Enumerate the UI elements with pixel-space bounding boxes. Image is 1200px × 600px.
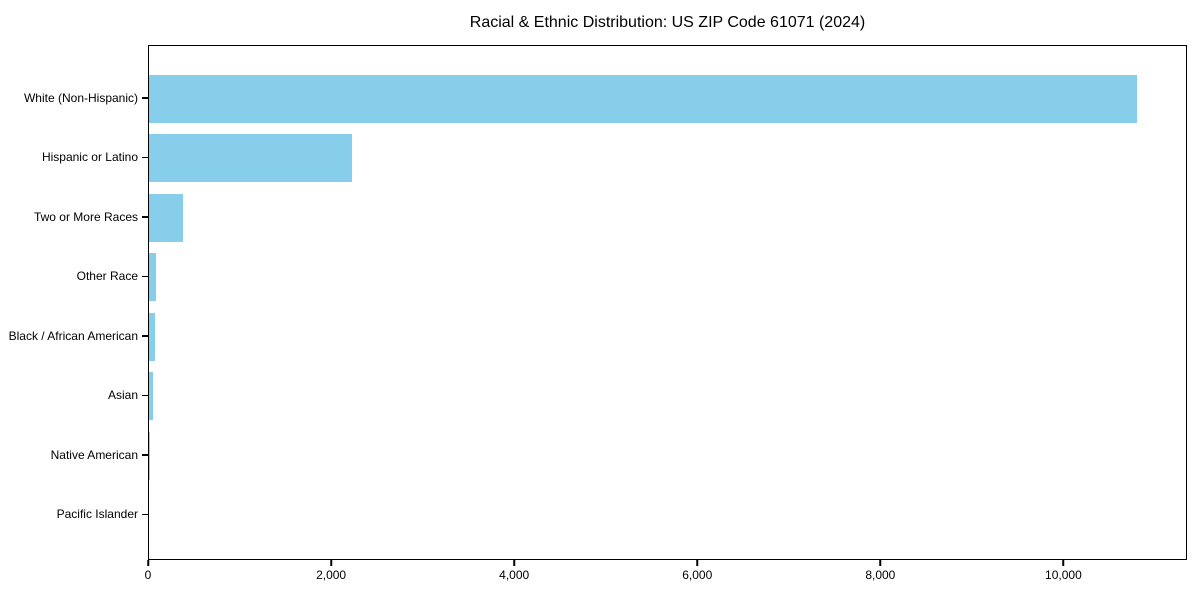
- x-tick-label: 2,000: [316, 568, 347, 582]
- y-tick-mark: [142, 394, 148, 396]
- x-tick-mark: [513, 560, 515, 566]
- x-tick-mark: [330, 560, 332, 566]
- chart-title: Racial & Ethnic Distribution: US ZIP Cod…: [469, 14, 866, 31]
- bar-native-american: [149, 431, 150, 480]
- y-label-row-hispanic-or-latino: Hispanic or Latino: [0, 128, 148, 188]
- y-label-row-two-or-more-races: Two or More Races: [0, 187, 148, 247]
- bar-hispanic-or-latino: [149, 134, 352, 183]
- y-tick-mark: [142, 275, 148, 277]
- y-tick-label: Hispanic or Latino: [41, 150, 138, 165]
- y-tick-mark: [142, 335, 148, 337]
- y-tick-mark: [142, 454, 148, 456]
- bar-row-native-american: [149, 426, 1186, 486]
- bar-black-african-american: [149, 312, 156, 361]
- x-tick-label: 10,000: [1045, 568, 1082, 582]
- x-tick-label: 8,000: [865, 568, 896, 582]
- y-tick-mark: [142, 156, 148, 158]
- x-tick-label: 4,000: [499, 568, 530, 582]
- bar-row-other-race: [149, 248, 1186, 308]
- bar-row-black-african-american: [149, 307, 1186, 367]
- x-tick-mark: [879, 560, 882, 566]
- y-tick-label: Pacific Islander: [56, 507, 138, 522]
- y-tick-label: Black / African American: [8, 328, 138, 343]
- y-tick-label: Two or More Races: [33, 209, 138, 224]
- bar-row-white-non-hispanic: [149, 69, 1186, 129]
- y-label-row-pacific-islander: Pacific Islander: [0, 485, 148, 545]
- y-tick-mark: [142, 513, 148, 515]
- y-label-row-native-american: Native American: [0, 425, 148, 485]
- bar-row-asian: [149, 367, 1186, 427]
- y-label-row-other-race: Other Race: [0, 247, 148, 307]
- bar-two-or-more-races: [149, 193, 183, 242]
- y-tick-label: Native American: [50, 447, 138, 462]
- bar-other-race: [149, 253, 156, 302]
- bar-row-two-or-more-races: [149, 188, 1186, 248]
- y-tick-label: Asian: [107, 388, 138, 403]
- bar-asian: [149, 372, 153, 421]
- y-label-row-white-non-hispanic: White (Non-Hispanic): [0, 68, 148, 128]
- y-tick-mark: [142, 216, 148, 218]
- y-tick-label: White (Non-Hispanic): [23, 90, 138, 105]
- y-tick-label: Other Race: [76, 269, 138, 284]
- x-tick-mark: [1062, 560, 1065, 566]
- y-label-row-asian: Asian: [0, 366, 148, 426]
- x-tick-label: 0: [144, 568, 152, 582]
- y-label-row-black-african-american: Black / African American: [0, 306, 148, 366]
- bar-row-pacific-islander: [149, 486, 1186, 546]
- x-tick-label: 6,000: [682, 568, 713, 582]
- bar-row-hispanic-or-latino: [149, 129, 1186, 189]
- x-tick-mark: [696, 560, 698, 566]
- y-axis-labels: White (Non-Hispanic) Hispanic or Latino Tw…: [0, 45, 148, 560]
- bar-white-non-hispanic: [149, 74, 1137, 123]
- x-tick-mark: [147, 560, 149, 566]
- y-tick-mark: [142, 97, 148, 99]
- plot-area: [148, 45, 1187, 560]
